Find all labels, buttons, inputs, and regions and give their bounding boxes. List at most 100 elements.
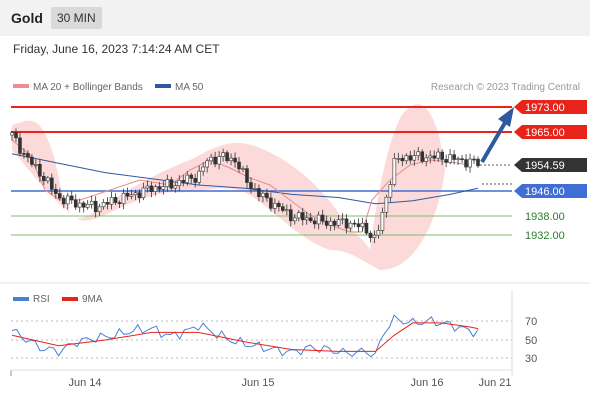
bb-legend-swatch [13,84,29,88]
candle-body [89,200,94,205]
candle-body [189,174,194,179]
instrument-title: Gold [11,10,43,26]
candle-body [460,158,464,161]
candle-body [404,155,409,162]
candle-body [452,154,456,160]
candle-body [54,189,58,194]
candle-body [217,156,221,165]
candle-body [384,196,389,213]
candle-body [93,200,98,213]
level-label-1965: 1965.00 [514,125,587,139]
candle-body [281,206,285,211]
chart-header: Gold 30 MIN [0,0,590,36]
candle-body [476,158,480,167]
candle-body [444,159,448,163]
candle-body [328,220,333,226]
candle-body [253,188,257,190]
candle-body [233,157,237,163]
rsi-ma-legend-swatch [62,297,78,301]
candle-body [388,184,393,198]
candle-body [424,157,429,162]
candle-body [221,152,225,157]
candle-body [101,202,106,208]
candle-body [340,218,345,221]
candle-body [269,197,273,209]
candle-body [105,202,110,205]
rsi-legend-swatch [13,297,29,301]
candle-body [320,214,325,222]
level-text-1938: 1938.00 [525,211,565,223]
candle-body [416,151,421,156]
ma50-legend-swatch [155,84,171,88]
candle-body [73,199,78,208]
projection-arrow-head [498,107,514,127]
candle-body [289,209,293,222]
level-text-1965: 1965.00 [525,127,565,139]
projection-arrow [480,119,508,164]
candle-body [14,132,18,139]
candle-body [412,155,417,161]
rsi-tick-50: 50 [525,335,537,347]
ma50-legend-label: MA 50 [175,82,204,93]
candle-body [225,152,229,162]
candle-body [372,234,377,238]
candle-body [380,211,385,231]
candle-body [209,156,213,162]
rsi-legend-label: RSI [33,294,50,305]
candle-body [193,178,198,183]
candle-body [18,137,22,154]
candle-body [10,132,14,136]
candle-body [428,155,433,159]
candle-body [173,185,178,189]
ma50-line [11,153,479,205]
rsi-tick-30: 30 [525,353,537,365]
candle-body [277,202,281,208]
candle-body [324,220,329,226]
candle-body [420,151,425,162]
candle-body [77,202,82,208]
candle-body [352,222,357,225]
candle-body [157,186,162,190]
candle-body [185,174,190,183]
candle-body [65,195,70,205]
candle-body [213,156,217,165]
timeframe-button[interactable]: 30 MIN [51,7,102,29]
candle-body [141,187,146,199]
candle-body [241,168,245,170]
candle-body [273,202,277,209]
level-text-1946: 1946.00 [525,186,565,198]
candle-body [332,220,337,226]
candle-body [249,182,253,189]
candle-body [285,209,289,212]
candle-body [376,230,381,236]
candle-body [296,212,301,219]
level-text-current: 1954.59 [525,160,565,172]
candle-body [69,195,74,201]
candle-body [456,158,460,161]
candle-body [169,179,174,189]
candle-body [177,180,182,187]
candle-body [440,151,444,160]
candle-body [201,166,205,172]
candle-body [261,192,265,198]
candle-body [34,164,38,166]
candle-body [121,192,126,204]
candle-body [448,154,452,163]
x-tick-jun14: Jun 14 [68,377,101,389]
candle-body [432,155,436,159]
candle-body [368,232,373,238]
candle-body [137,192,142,199]
level-label-current: 1954.59 [514,158,587,172]
candle-body [26,153,30,158]
candle-body [468,158,472,168]
candle-body [161,186,166,190]
candle-body [464,159,468,168]
candle-body [292,217,297,222]
price-candles [10,128,480,244]
candle-body [237,161,241,170]
x-tick-jun21: Jun 21 [478,377,511,389]
candle-body [205,160,209,168]
candle-body [22,153,26,155]
candle-body [133,192,138,196]
